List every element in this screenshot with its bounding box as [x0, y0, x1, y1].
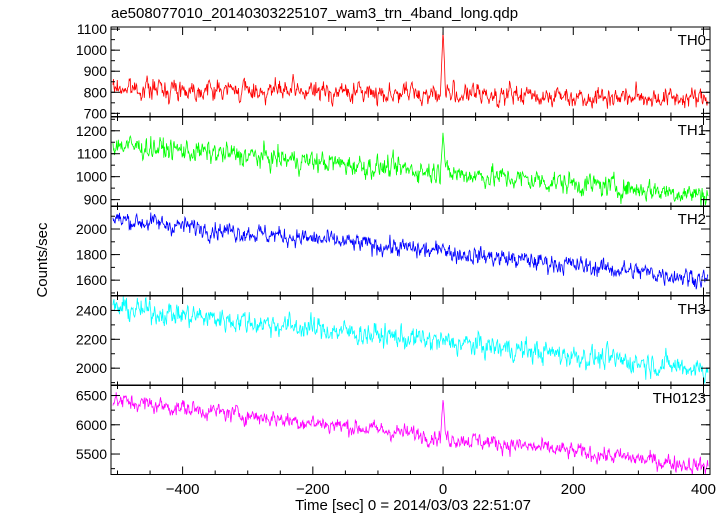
x-tick-label: 200 — [561, 481, 586, 498]
panel-label: TH1 — [678, 122, 706, 139]
series-line-th3 — [112, 296, 709, 385]
series-line-th0123 — [112, 392, 709, 475]
series-line-th1 — [112, 132, 709, 207]
y-tick-label: 2000 — [76, 360, 107, 376]
panels: 700 800 900 1000 1100 TH0 900 1000 1100 1200 TH1 16… — [76, 21, 711, 475]
x-tick-label: 400 — [691, 481, 716, 498]
panel-label: TH3 — [678, 301, 706, 318]
y-tick-label: 900 — [84, 63, 108, 79]
y-tick-label: 6500 — [76, 388, 107, 404]
y-tick-label: 700 — [84, 105, 108, 121]
panel-frame — [110, 116, 711, 207]
y-tick-label: 1000 — [76, 169, 107, 185]
panel-th0123: 5500 6000 6500 TH0123 — [76, 384, 711, 475]
y-tick-label: 1800 — [76, 247, 107, 263]
y-axis-label: Counts/sec — [34, 222, 51, 298]
x-axis: −400 −200 0 200 400 — [166, 481, 716, 498]
panel-th0: 700 800 900 1000 1100 TH0 — [76, 21, 711, 121]
chart-title: ae508077010_20140303225107_wam3_trn_4ban… — [111, 5, 518, 22]
x-tick-label: −400 — [166, 481, 200, 498]
y-tick-label: 1100 — [77, 146, 107, 162]
panel-frame — [110, 26, 711, 117]
y-tick-label: 1000 — [76, 42, 107, 58]
panel-frame — [110, 205, 711, 296]
x-tick-label: −200 — [296, 481, 330, 498]
y-tick-label: 6000 — [76, 417, 107, 433]
panel-label: TH0123 — [653, 390, 706, 407]
panel-th2: 1600 1800 2000 TH2 — [76, 205, 711, 296]
y-tick-label: 1200 — [76, 123, 107, 139]
panel-label: TH2 — [678, 211, 706, 228]
y-tick-label: 2000 — [76, 221, 107, 237]
panel-label: TH0 — [678, 32, 706, 49]
y-tick-label: 1600 — [76, 272, 107, 288]
x-axis-label: Time [sec] 0 = 2014/03/03 22:51:07 — [295, 497, 531, 514]
panel-th1: 900 1000 1100 1200 TH1 — [76, 116, 711, 208]
series-line-th2 — [112, 212, 709, 290]
y-tick-label: 800 — [84, 84, 108, 100]
y-tick-label: 900 — [84, 192, 108, 208]
y-tick-label: 5500 — [76, 446, 107, 462]
series-line-th0 — [112, 32, 709, 109]
x-tick-label: 0 — [439, 481, 447, 498]
y-tick-label: 1100 — [77, 21, 107, 37]
panel-frame — [110, 384, 711, 475]
panel-th3: 2000 2200 2400 TH3 — [76, 295, 711, 386]
y-tick-label: 2200 — [76, 331, 107, 347]
y-tick-label: 2400 — [76, 302, 107, 318]
